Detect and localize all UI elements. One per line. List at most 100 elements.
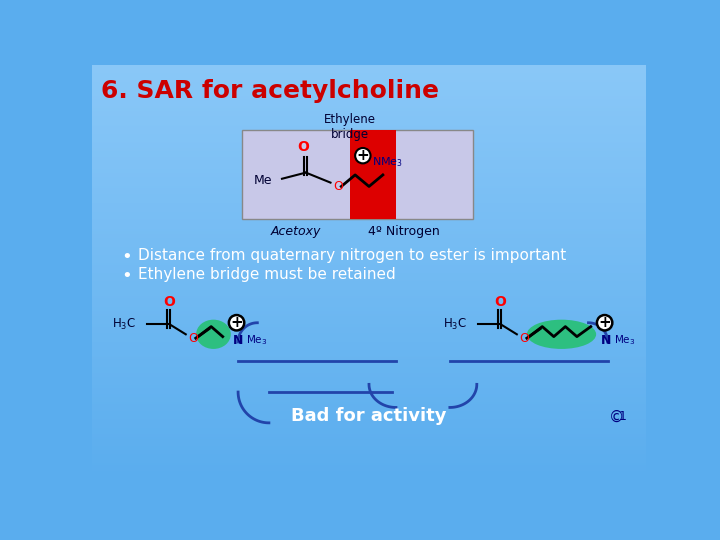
Text: O: O [163,295,175,309]
Bar [92,331,647,332]
Bar [92,140,647,141]
Bar [92,183,647,184]
Bar [92,92,647,93]
Text: •: • [121,248,132,266]
Bar [92,153,647,154]
Bar [92,445,647,446]
Bar [92,437,647,438]
Bar [92,213,647,214]
Bar [92,422,647,423]
Bar [92,396,647,397]
Text: 4º Nitrogen: 4º Nitrogen [368,225,439,238]
Bar [92,441,647,442]
Bar [92,400,647,401]
Bar [92,368,647,369]
Bar [92,402,647,403]
Bar [92,131,647,132]
Bar [92,454,647,455]
Bar [92,172,647,173]
Bar [92,247,647,248]
Bar [92,280,647,281]
Bar [92,154,647,155]
Bar [92,414,647,415]
Bar [92,152,647,153]
Bar [92,415,647,416]
Bar [92,288,647,289]
Bar [92,260,647,261]
Bar [92,463,647,464]
Bar [92,204,647,205]
Bar [92,68,647,69]
Bar [92,367,647,368]
Bar [92,339,647,340]
Bar [92,283,647,284]
Bar [92,374,647,375]
Bar [92,246,647,247]
Bar [92,462,647,463]
Bar [92,198,647,199]
Text: H$_3$C: H$_3$C [444,317,467,332]
Bar [92,221,647,222]
Bar [92,385,647,386]
Bar [92,395,647,396]
Bar [92,170,647,171]
Bar [92,378,647,379]
Bar [92,449,647,450]
Bar [92,429,647,430]
Bar [92,166,647,167]
Bar [92,258,647,259]
Bar [92,289,647,291]
Bar [92,405,647,406]
Bar [92,460,647,461]
Bar [92,346,647,347]
Bar [92,356,647,357]
Bar [92,88,647,89]
Bar [92,296,647,298]
Bar [92,128,647,129]
Bar [92,169,647,170]
Bar [92,262,647,264]
Bar [92,384,647,385]
Bar [92,241,647,242]
Circle shape [597,315,612,330]
Bar [92,416,647,417]
Bar [92,311,647,312]
Text: Me$_3$: Me$_3$ [246,334,267,347]
Bar [92,238,647,239]
Bar [92,210,647,211]
Bar [92,361,647,362]
Bar [92,255,647,256]
Bar [92,418,647,419]
Bar [92,106,647,107]
Bar [92,145,647,146]
Bar [92,120,647,121]
Bar [92,82,647,83]
Bar [92,158,647,159]
Bar [92,406,647,407]
Bar [92,403,647,404]
Bar [92,316,647,318]
Bar [92,249,647,251]
Bar [92,475,647,476]
Bar [92,457,647,458]
Bar [92,211,647,212]
Bar [92,97,647,98]
Text: Ethylene
bridge: Ethylene bridge [324,113,376,141]
Bar [92,165,647,166]
Bar [92,362,647,363]
Bar [92,148,647,150]
Bar [92,366,647,367]
Bar [92,291,647,292]
Bar [92,345,647,346]
Bar [92,147,647,148]
Bar [92,390,647,391]
Bar [92,393,647,394]
Bar [92,294,647,295]
Bar [92,314,647,315]
Bar [92,227,647,228]
Bar [92,156,647,157]
Bar [92,335,647,336]
Bar [92,319,647,320]
Bar [92,419,647,420]
Bar [92,459,647,460]
